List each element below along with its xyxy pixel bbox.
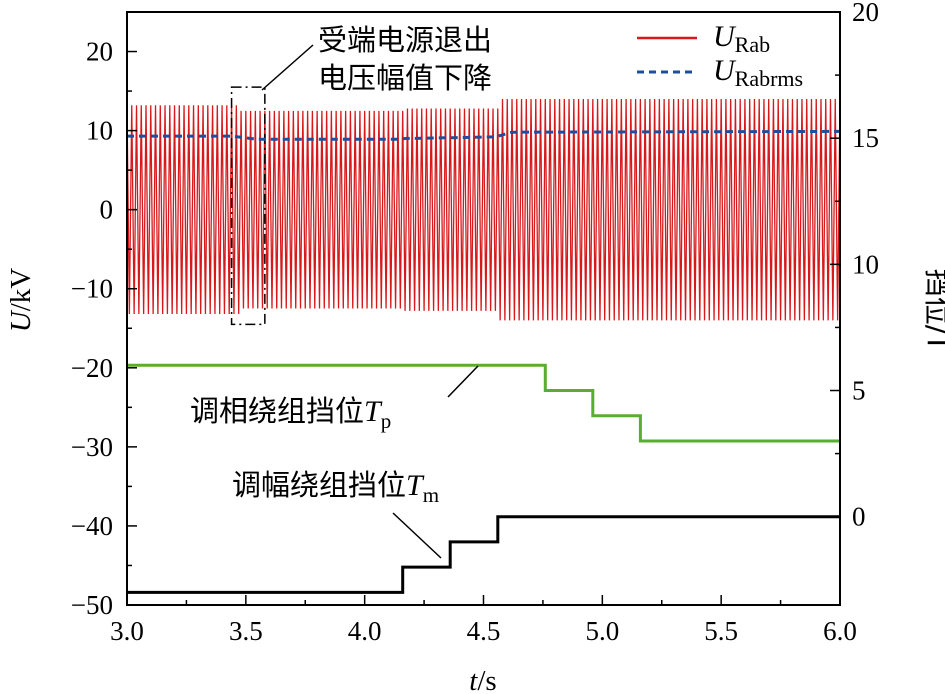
x-tick-label: 6.0 — [823, 616, 857, 646]
x-tick-label: 4.0 — [348, 616, 382, 646]
plot-area — [126, 11, 841, 606]
y-right-tick-label: 5 — [852, 376, 866, 406]
event-annotation-leader — [261, 44, 314, 91]
y-right-axis-title: 挡位/T — [921, 269, 945, 352]
tm-annotation-leader — [392, 512, 442, 559]
tp-annotation-leader — [447, 365, 479, 398]
x-tick-label: 5.5 — [704, 616, 738, 646]
y-left-tick-label: 0 — [100, 195, 114, 225]
y-left-tick-label: −20 — [71, 353, 113, 383]
legend-label-u-rabrms: URabrms — [713, 54, 803, 91]
y-right-tick-label: 10 — [852, 249, 879, 279]
x-tick-label: 5.0 — [585, 616, 619, 646]
series-u-rab-waveform — [127, 98, 840, 321]
event-annotation-line2: 电压幅值下降 — [318, 61, 492, 95]
y-left-tick-label: −10 — [71, 274, 113, 304]
tm-annotation: 调幅绕组挡位Tm — [232, 468, 439, 507]
y-right-tick-label: 0 — [852, 502, 866, 532]
tick-labels: 3.0 3.5 4.0 4.5 5.0 5.5 6.0 −50 −40 −30 −20 −10 0 10 2… — [71, 0, 879, 646]
series-tm-step — [127, 515, 840, 594]
series-u-rabrms-line — [127, 129, 841, 141]
x-tick-label: 4.5 — [467, 616, 501, 646]
event-annotation-line1: 受端电源退出 — [318, 23, 492, 57]
x-tick-label: 3.0 — [110, 616, 144, 646]
y-left-tick-label: −50 — [71, 590, 113, 620]
y-right-tick-label: 15 — [852, 123, 879, 153]
y-left-axis-title: U/kV — [5, 268, 37, 333]
tp-annotation: 调相绕组挡位Tp — [190, 394, 391, 433]
legend-label-u-rab: URab — [713, 20, 770, 57]
x-axis-title: t/s — [469, 665, 496, 694]
x-tick-label: 3.5 — [229, 616, 263, 646]
legend: URab URabrms — [637, 20, 803, 91]
event-box — [230, 86, 266, 326]
y-left-tick-label: 10 — [86, 116, 113, 146]
axis-ticks — [126, 11, 841, 606]
y-left-tick-label: 20 — [86, 37, 113, 67]
series-tp-step — [127, 363, 840, 443]
y-left-tick-label: −30 — [71, 432, 113, 462]
y-right-tick-label: 20 — [852, 0, 879, 27]
y-left-tick-label: −40 — [71, 511, 113, 541]
